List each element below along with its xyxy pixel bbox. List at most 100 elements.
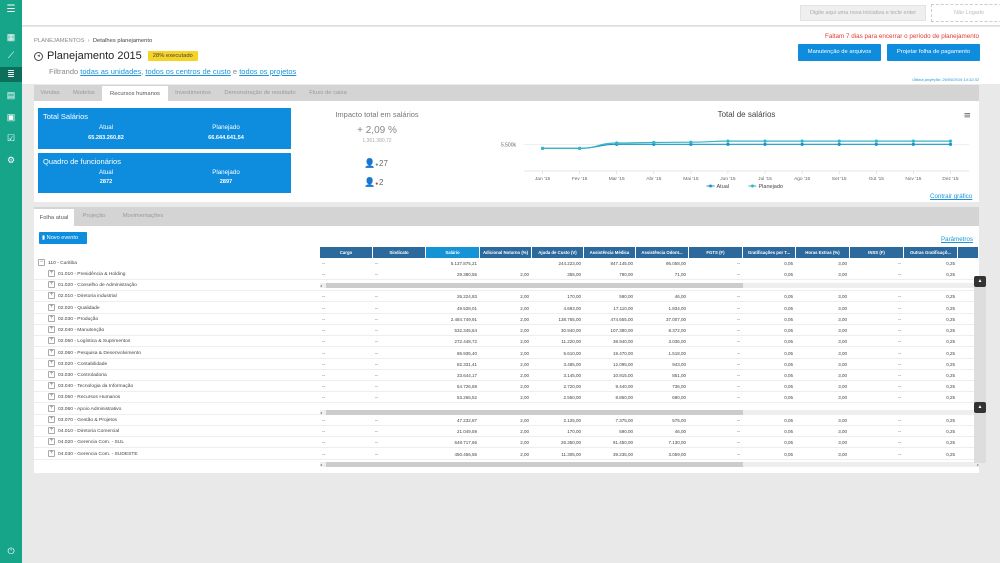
collapse-chart-link[interactable]: Contrair gráfico xyxy=(930,193,973,200)
tab-demonstracao[interactable]: Demonstração de resultado xyxy=(224,90,296,96)
tree-item[interactable]: +04.010 - Diretoria Comercial xyxy=(48,426,119,437)
tree-item[interactable]: +03.020 - Contabilidade xyxy=(48,359,107,370)
expand-icon[interactable]: + xyxy=(48,270,55,278)
scroll-up-icon-2[interactable]: ▲ xyxy=(974,402,986,413)
table-cell: 49.528,01 xyxy=(456,306,477,311)
tree-item[interactable]: +02.060 - Pesquisa & Desenvolvimento xyxy=(48,348,141,359)
column-header[interactable]: FGTS (F) xyxy=(689,247,743,258)
initiative-input[interactable]: Digite aqui uma nova iniciativa e tecle … xyxy=(800,5,926,21)
scroll-thumb[interactable] xyxy=(326,462,743,467)
expand-icon[interactable]: + xyxy=(48,281,55,289)
tree-item[interactable]: +02.040 - Manutenção xyxy=(48,325,104,336)
horizontal-scrollbar[interactable]: ◂▸ xyxy=(320,462,979,467)
vertical-scrollbar[interactable] xyxy=(974,287,986,402)
tab-folha-atual[interactable]: Folha atual xyxy=(34,209,74,228)
table-cell: 3,00 xyxy=(838,418,847,423)
files-button[interactable]: Manutenção de arquivos xyxy=(798,44,881,61)
scroll-up-icon[interactable]: ▲ xyxy=(974,276,986,287)
tree-item[interactable]: +02.050 - Logística & Suprimentos xyxy=(48,336,130,347)
chart-icon[interactable]: ⟋ xyxy=(7,50,15,60)
expand-icon[interactable]: + xyxy=(48,360,55,368)
breadcrumb-parent[interactable]: PLANEJAMENTOS xyxy=(34,38,85,44)
column-header[interactable]: Assistência Médica xyxy=(584,247,636,258)
horizontal-scrollbar[interactable]: ◂▸ xyxy=(320,283,979,288)
expand-icon[interactable]: + xyxy=(48,450,55,458)
expand-icon[interactable]: + xyxy=(48,326,55,334)
tab-modelos[interactable]: Modelos xyxy=(73,90,95,96)
scroll-right-icon[interactable]: ▸ xyxy=(976,462,979,467)
tree-item[interactable]: +02.010 - Diretoria industrial xyxy=(48,291,117,302)
tree-item[interactable]: +03.070 - Gestão & Projetos xyxy=(48,415,117,426)
scroll-left-icon[interactable]: ◂ xyxy=(320,462,323,467)
column-header[interactable]: Adicional Noturno (%) xyxy=(480,247,532,258)
tab-fluxo-caixa[interactable]: Fluxo de caixa xyxy=(309,90,347,96)
expand-icon[interactable]: + xyxy=(48,304,55,312)
back-arrow-icon[interactable]: ◂ xyxy=(34,51,43,61)
column-header-extra[interactable] xyxy=(958,247,979,258)
check-icon[interactable]: ☑ xyxy=(6,133,16,143)
expand-icon[interactable]: + xyxy=(48,292,55,300)
expand-icon[interactable]: + xyxy=(48,349,55,357)
expand-icon[interactable]: + xyxy=(48,337,55,345)
expand-icon[interactable]: + xyxy=(48,416,55,424)
column-header[interactable]: Salário xyxy=(426,247,480,258)
expand-icon[interactable]: + xyxy=(48,405,55,413)
tree-item[interactable]: +03.040 - Tecnologia da Informação xyxy=(48,381,133,392)
image-icon[interactable]: ▣ xyxy=(6,112,16,122)
tree-item[interactable]: +03.030 - Controladoria xyxy=(48,370,107,381)
tree-item[interactable]: +03.060 - Apoio Administrativo xyxy=(48,404,121,415)
grid-icon[interactable]: ▦ xyxy=(6,32,16,42)
expand-icon[interactable]: + xyxy=(48,393,55,401)
login-box[interactable]: Não Logado xyxy=(931,4,1000,22)
column-header[interactable]: Assistência Odont... xyxy=(636,247,689,258)
filter-projects-link[interactable]: todos os projetos xyxy=(239,67,297,76)
gears-icon[interactable]: ⚙ xyxy=(6,155,16,165)
column-header[interactable]: INSS (F) xyxy=(850,247,904,258)
expand-icon[interactable]: + xyxy=(48,315,55,323)
tab-vendas[interactable]: Vendas xyxy=(40,90,60,96)
expand-icon[interactable]: + xyxy=(48,438,55,446)
tree-item[interactable]: +02.020 - Qualidade xyxy=(48,303,100,314)
tab-investimentos[interactable]: Investimentos xyxy=(175,90,211,96)
filter-units-link[interactable]: todas as unidades xyxy=(80,67,142,76)
tree-item[interactable]: +04.030 - Gerencia Com. - SUDESTE xyxy=(48,449,138,460)
expand-icon[interactable]: + xyxy=(48,382,55,390)
payroll-button[interactable]: Projetar folha de pagamento xyxy=(887,44,980,61)
vertical-scrollbar-2[interactable] xyxy=(974,413,986,463)
tree-root[interactable]: −110 - Curitiba xyxy=(38,258,77,269)
horizontal-scrollbar[interactable]: ◂▸ xyxy=(320,410,979,415)
tree-item[interactable]: +01.010 - Presidência & Holding xyxy=(48,269,125,280)
table-cell: -- xyxy=(898,306,901,311)
table-icon[interactable]: ▤ xyxy=(6,90,16,100)
scroll-left-icon[interactable]: ◂ xyxy=(320,283,323,288)
hamburger-icon[interactable]: ☰ xyxy=(6,4,16,15)
column-header[interactable]: Cargo xyxy=(320,247,373,258)
tab-recursos-humanos[interactable]: Recursos humanos xyxy=(102,86,168,102)
column-header[interactable]: Ajuda de Custo (V) xyxy=(532,247,584,258)
expand-icon[interactable]: + xyxy=(48,371,55,379)
column-header[interactable]: Outras Gratificaçõ... xyxy=(904,247,958,258)
table-cell: 0,05 xyxy=(784,306,793,311)
list-icon[interactable]: ≣ xyxy=(0,67,22,82)
column-header[interactable]: Gratificações por T... xyxy=(743,247,796,258)
parameters-link[interactable]: Parâmetros xyxy=(941,236,973,243)
scroll-left-icon[interactable]: ◂ xyxy=(320,410,323,415)
new-event-button[interactable]: ▮ Novo evento xyxy=(39,232,87,244)
filter-cost-link[interactable]: todos os centros de custo xyxy=(145,67,231,76)
tree-item[interactable]: +01.020 - Conselho de Administração xyxy=(48,280,137,291)
tab-projecao[interactable]: Projeção xyxy=(82,213,106,219)
column-header[interactable]: Horas Extras (%) xyxy=(796,247,850,258)
tab-movimentacoes[interactable]: Movimentações xyxy=(122,213,164,219)
power-icon[interactable]: ⏻ xyxy=(7,546,15,556)
scroll-thumb[interactable] xyxy=(326,410,743,415)
table-cell: -- xyxy=(737,306,740,311)
tree-item[interactable]: +02.030 - Produção xyxy=(48,314,98,325)
scroll-thumb[interactable] xyxy=(326,283,743,288)
page-title: Planejamento 2015 xyxy=(47,50,142,62)
collapse-icon[interactable]: − xyxy=(38,259,45,267)
hamburger-icon: ≡ xyxy=(963,111,971,121)
expand-icon[interactable]: + xyxy=(48,427,55,435)
tree-item[interactable]: +03.050 - Recursos Humanos xyxy=(48,392,120,403)
tree-item[interactable]: +04.020 - Gerencia Com. - SUL xyxy=(48,437,124,448)
column-header[interactable]: Sindicato xyxy=(373,247,426,258)
